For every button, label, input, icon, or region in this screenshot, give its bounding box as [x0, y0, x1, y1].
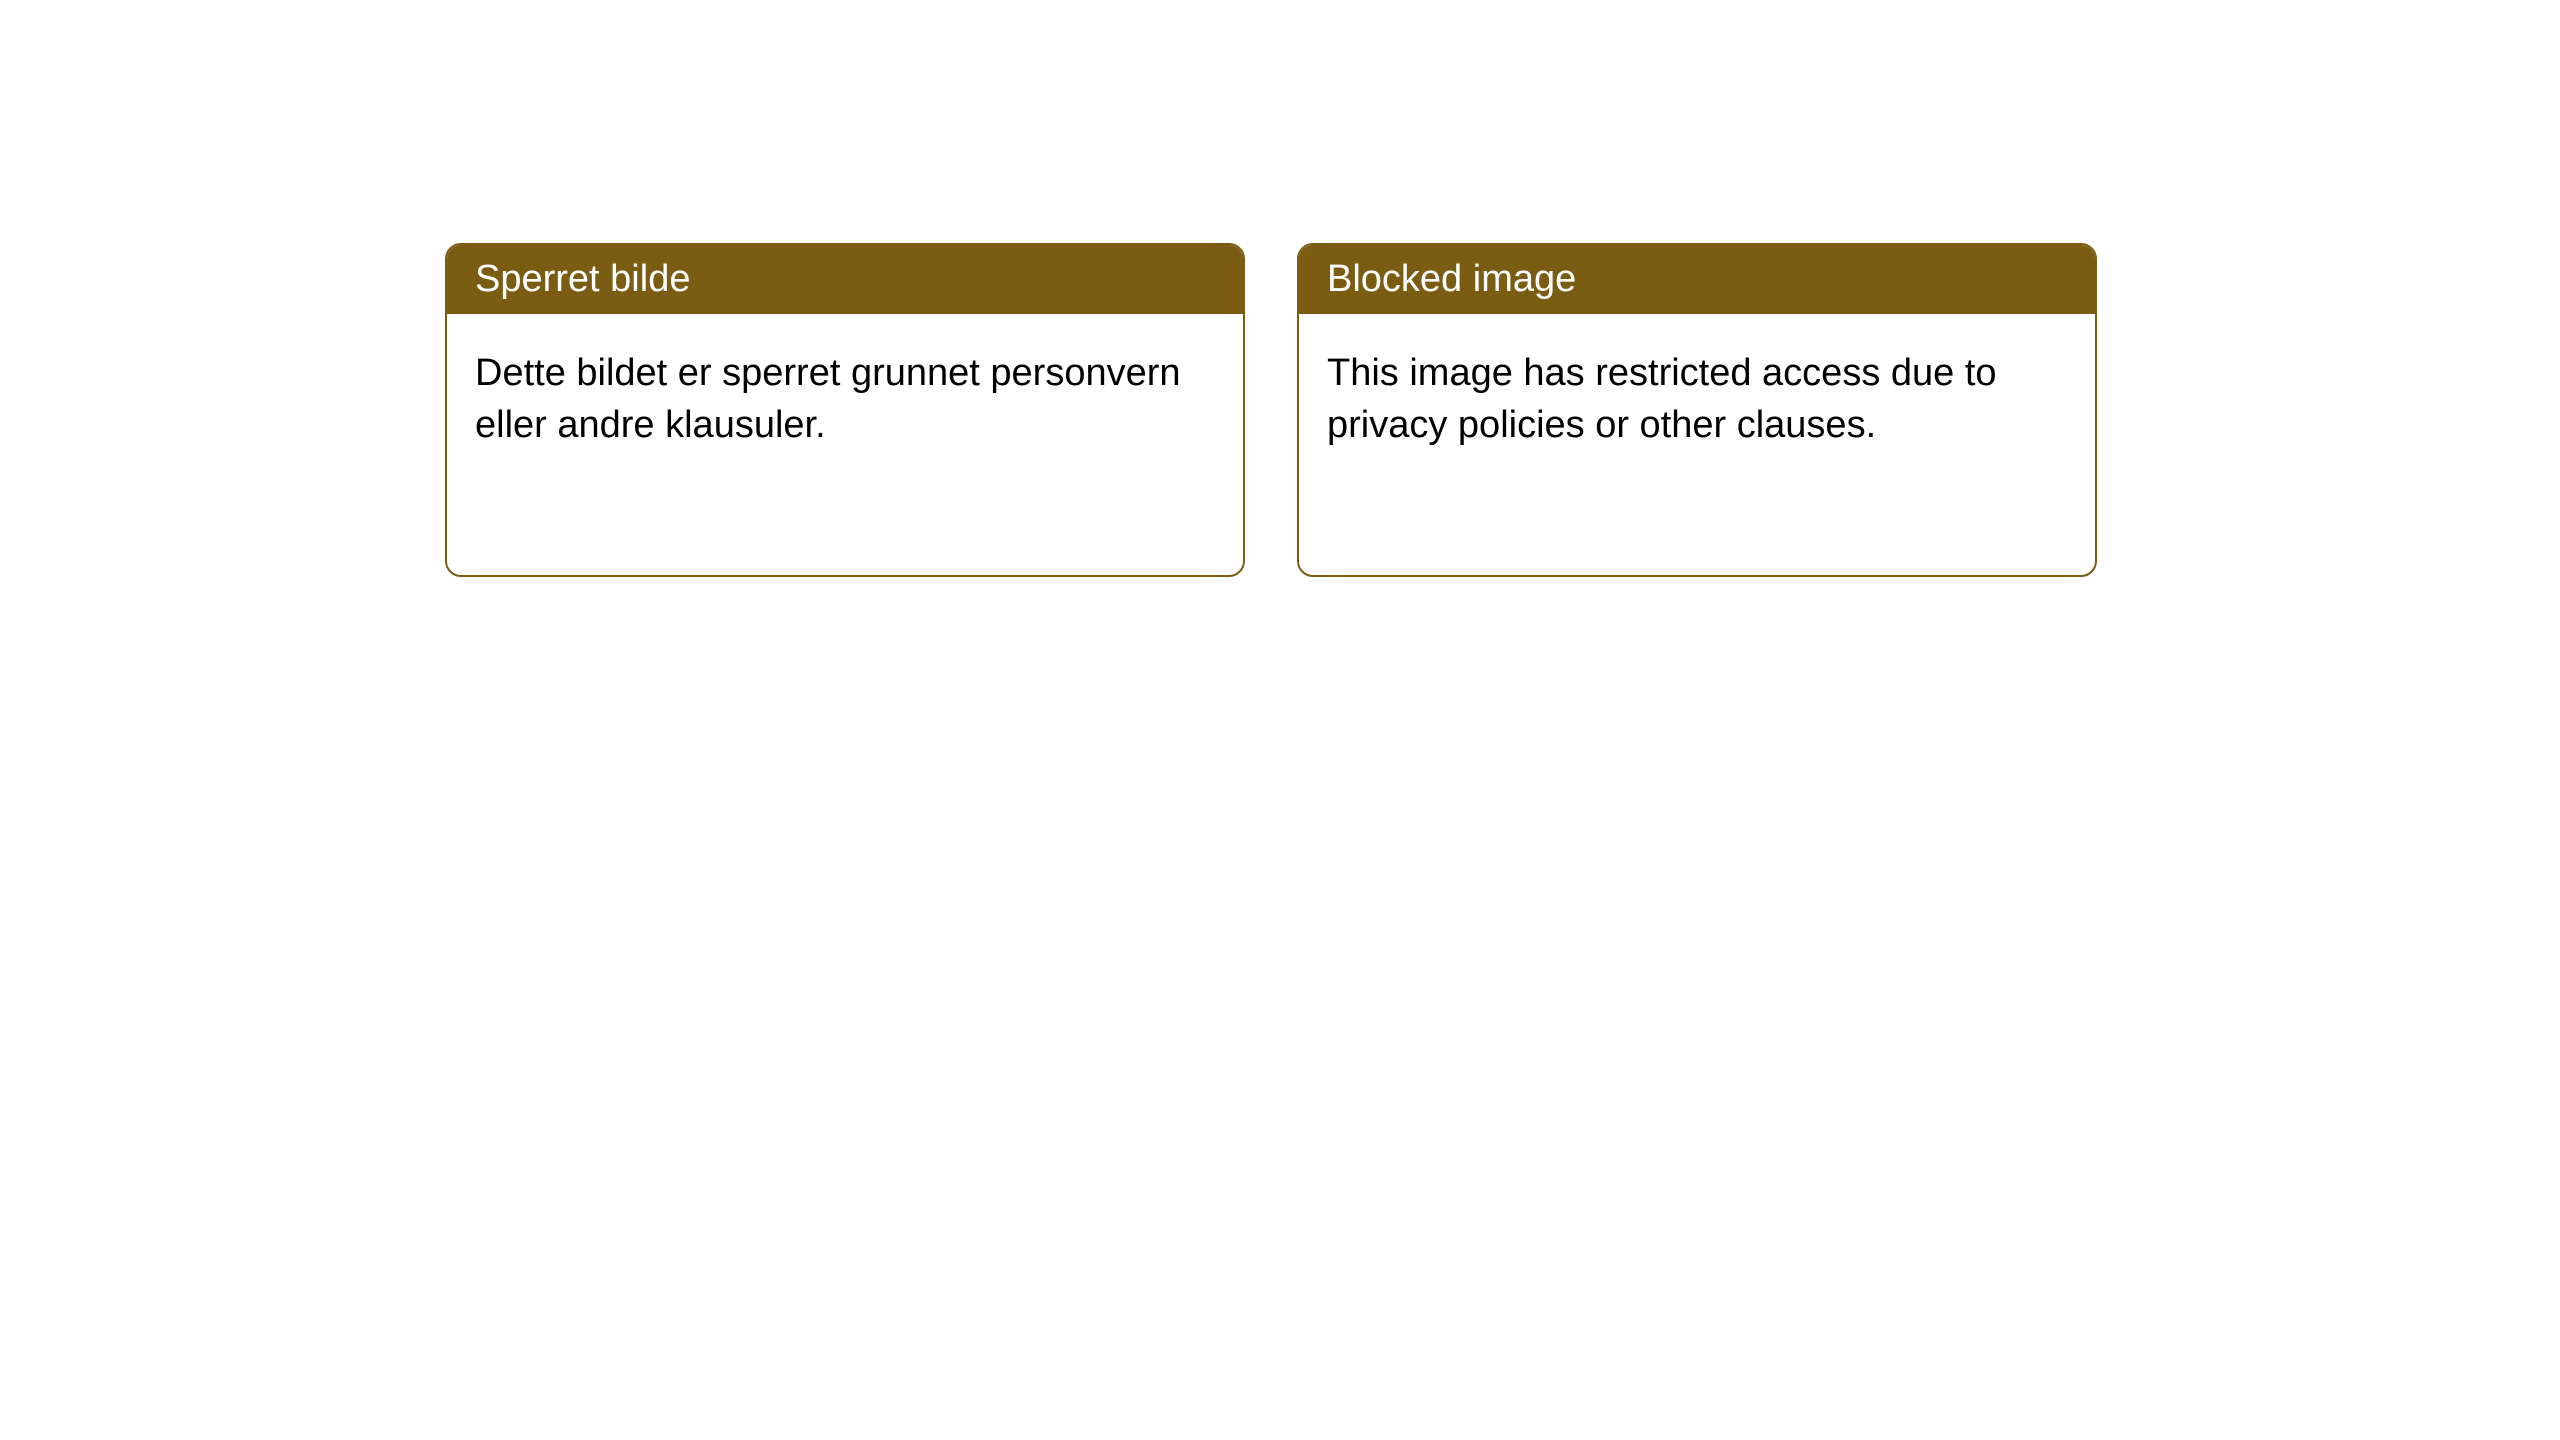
notice-container: Sperret bilde Dette bildet er sperret gr… — [445, 243, 2097, 577]
card-title: Sperret bilde — [475, 258, 690, 300]
notice-card-english: Blocked image This image has restricted … — [1297, 243, 2097, 577]
card-header: Sperret bilde — [447, 245, 1243, 314]
card-title: Blocked image — [1327, 258, 1576, 300]
card-body: This image has restricted access due to … — [1299, 314, 2095, 485]
notice-card-norwegian: Sperret bilde Dette bildet er sperret gr… — [445, 243, 1245, 577]
card-header: Blocked image — [1299, 245, 2095, 314]
card-message: Dette bildet er sperret grunnet personve… — [475, 352, 1181, 445]
card-message: This image has restricted access due to … — [1327, 352, 1997, 445]
card-body: Dette bildet er sperret grunnet personve… — [447, 314, 1243, 485]
